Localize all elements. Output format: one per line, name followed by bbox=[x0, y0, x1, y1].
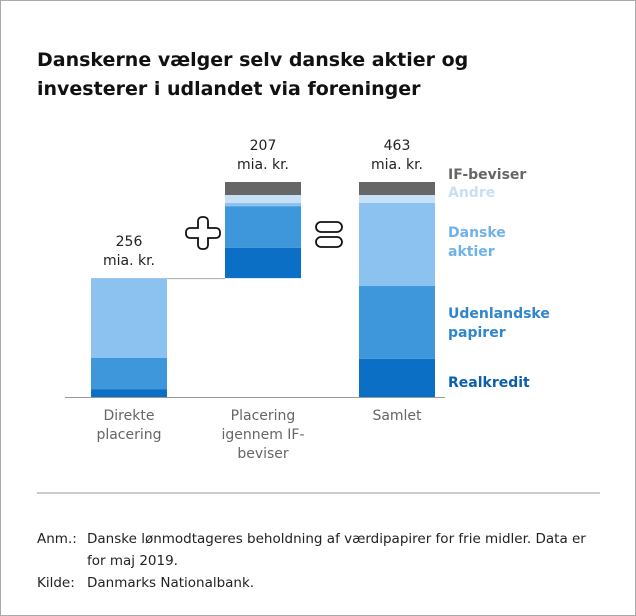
bar-segment bbox=[225, 247, 301, 279]
legend-label: IF-beviser bbox=[448, 167, 527, 183]
note-label: Kilde: bbox=[37, 575, 75, 591]
bar-segment bbox=[359, 286, 435, 359]
total-label: 207 mia. kr. bbox=[236, 138, 290, 173]
x-tick-label: Placering igennem IF- beviser bbox=[221, 408, 305, 462]
bar-segment bbox=[359, 195, 435, 203]
note-text: Danske lønmodtageres beholdning af værdi… bbox=[87, 531, 586, 569]
legend-label: Danske aktier bbox=[448, 225, 506, 260]
legend-label: Udenlandske papirer bbox=[448, 306, 550, 341]
bar-segment bbox=[225, 202, 301, 207]
bar-segment bbox=[91, 278, 167, 358]
chart-title: Danskerne vælger selv danske aktier og i… bbox=[37, 49, 469, 100]
bar-segment bbox=[359, 358, 435, 397]
bar-segment bbox=[225, 195, 301, 203]
bar-segment bbox=[91, 357, 167, 390]
note-label: Anm.: bbox=[37, 531, 77, 547]
legend-label: Andre bbox=[448, 185, 496, 201]
bar-segment bbox=[225, 182, 301, 196]
note-text: Danmarks Nationalbank. bbox=[87, 575, 255, 591]
total-label: 463 mia. kr. bbox=[370, 138, 424, 173]
bar-segment bbox=[359, 202, 435, 287]
bar-segment bbox=[225, 206, 301, 248]
equals-icon bbox=[315, 236, 343, 248]
legend-label: Realkredit bbox=[448, 375, 530, 391]
plus-icon bbox=[185, 216, 221, 250]
bar-segment bbox=[359, 182, 435, 196]
equals-icon bbox=[315, 221, 343, 233]
x-tick-label: Direkte placering bbox=[96, 408, 162, 443]
total-label: 256 mia. kr. bbox=[102, 234, 156, 270]
bar-segment bbox=[91, 389, 167, 397]
x-tick-label: Samlet bbox=[372, 408, 422, 424]
